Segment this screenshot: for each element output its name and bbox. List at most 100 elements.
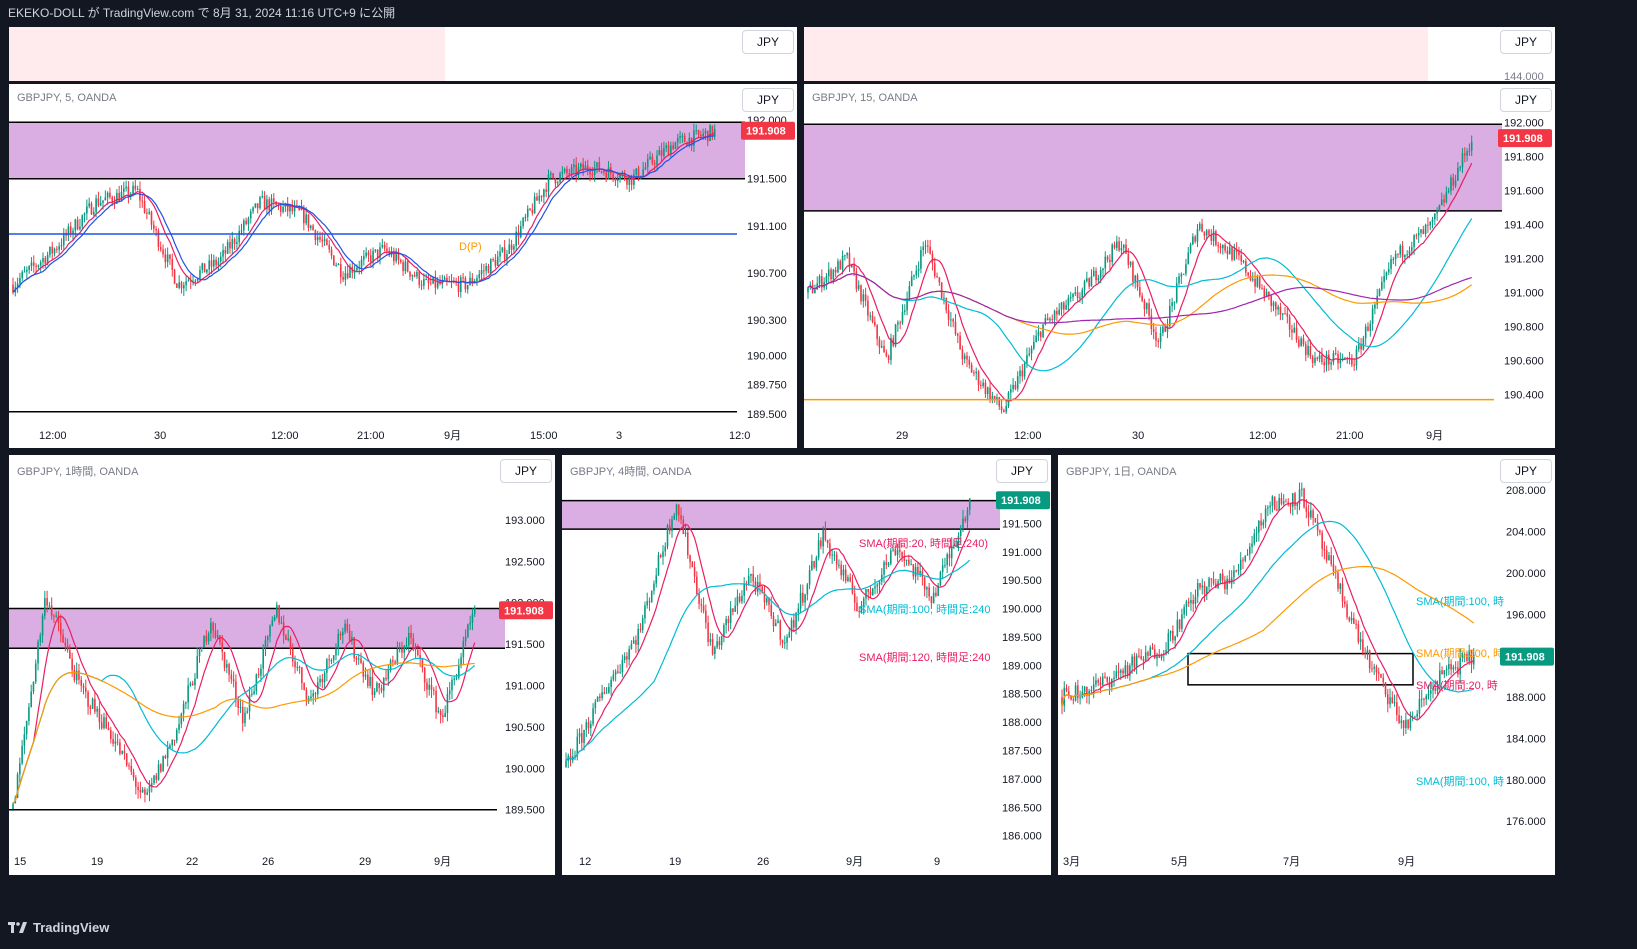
candle-body <box>198 649 201 656</box>
candle-body <box>612 173 614 179</box>
currency-button[interactable]: JPY <box>996 459 1048 483</box>
candle-body <box>458 664 460 678</box>
candle-body <box>187 280 190 282</box>
candle-body <box>675 504 678 516</box>
candle-body <box>1316 522 1319 531</box>
chart-svg[interactable]: SMA(期間:20, 時間足:240) SMA(期間:100, 時間足:240 SM… <box>562 455 1051 875</box>
candle-body <box>1454 180 1457 186</box>
sma-line-cyan <box>565 559 971 762</box>
candle-body <box>920 250 922 269</box>
candle-body <box>148 785 151 793</box>
candle-body <box>1386 694 1389 705</box>
candle-body <box>395 252 397 262</box>
candle-body <box>321 239 324 242</box>
candle-body <box>899 549 901 552</box>
candle-body <box>839 261 842 270</box>
candle-body <box>152 224 155 229</box>
candle-body <box>696 576 698 594</box>
candle-body <box>658 150 661 156</box>
y-axis-tick: 184.000 <box>1506 733 1546 745</box>
candle-body <box>1427 693 1430 696</box>
candle-body <box>203 263 206 273</box>
chart-svg[interactable]: SMA(期間:100, 時 SMA(期間:200, 時 SMA(期間:20, 時 SM… <box>1058 455 1555 875</box>
candle-body <box>73 670 76 681</box>
chart-panel-d1[interactable]: SMA(期間:100, 時 SMA(期間:200, 時 SMA(期間:20, 時 SM… <box>1058 455 1555 875</box>
candle-body <box>1133 656 1136 668</box>
candle-body <box>1122 670 1124 674</box>
candle-body <box>628 648 630 660</box>
candle-body <box>1155 332 1157 341</box>
candle-body <box>173 269 176 284</box>
candle-body <box>346 623 349 631</box>
currency-button[interactable]: JPY <box>742 30 794 54</box>
chart-svg[interactable]: 193.000192.500192.000191.500191.000190.5… <box>9 455 555 875</box>
candle-body <box>1445 669 1448 671</box>
currency-button[interactable]: JPY <box>500 459 552 483</box>
candle-body <box>224 250 227 254</box>
candle-body <box>1414 716 1416 718</box>
symbol-label: GBPJPY, 1時間, OANDA <box>17 466 139 478</box>
candle-body <box>515 231 517 247</box>
candle-body <box>1115 241 1118 248</box>
candle-body <box>1129 665 1131 676</box>
candle-body <box>114 741 117 744</box>
candle-body <box>1171 302 1173 307</box>
strip-panel-left: JPY <box>9 27 797 81</box>
currency-button[interactable]: JPY <box>1500 30 1552 54</box>
chart-panel-m5[interactable]: D(P) 192.000 191.500 191.100 190.700 190.300 1… <box>9 84 797 448</box>
chart-svg[interactable]: D(P)192.000191.500191.100190.700190.3001… <box>9 84 797 448</box>
candle-body <box>196 278 199 281</box>
candle-body <box>1392 259 1395 261</box>
candle-body <box>259 197 261 209</box>
candle-body <box>1353 364 1355 366</box>
chart-annotation: D(P) <box>459 241 482 253</box>
tradingview-logo[interactable]: TradingView <box>8 920 109 935</box>
candle-body <box>309 225 312 228</box>
candle-body <box>667 145 670 156</box>
candle-body <box>986 387 989 395</box>
x-axis-tick: 26 <box>757 856 769 868</box>
currency-button[interactable]: JPY <box>742 88 794 112</box>
chart-panel-m15[interactable]: 192.000 191.800 191.600 191.400 191.200 191.0… <box>804 84 1555 448</box>
price-label-box <box>499 601 553 620</box>
candle-body <box>623 656 626 661</box>
candle-body <box>261 195 264 198</box>
candle-body <box>53 248 56 254</box>
currency-button[interactable]: JPY <box>1500 88 1552 112</box>
candle-body <box>1325 354 1328 366</box>
candle-body <box>1158 655 1161 658</box>
candle-body <box>371 677 374 695</box>
candle-body <box>26 269 28 272</box>
candle-body <box>1079 297 1081 299</box>
candle-body <box>716 641 718 648</box>
chart-annotation: SMA(期間:100, 時間足:240 <box>859 603 990 616</box>
candle-body <box>1062 302 1065 310</box>
candle-body <box>316 682 319 695</box>
candle-body <box>1109 259 1111 263</box>
candle-body <box>278 605 280 623</box>
currency-button[interactable]: JPY <box>1500 459 1552 483</box>
candle-body <box>1416 713 1418 717</box>
candle-body <box>826 539 829 544</box>
candle-body <box>58 246 60 250</box>
chart-panel-h1[interactable]: 193.000192.500192.000191.500191.000190.5… <box>9 455 555 875</box>
candle-body <box>175 730 178 741</box>
candle-body <box>141 789 144 793</box>
candle-body <box>933 263 936 277</box>
candle-body <box>1466 654 1468 661</box>
candle-body <box>357 658 360 660</box>
candle-body <box>506 253 508 260</box>
candle-body <box>1251 543 1253 547</box>
candle-body <box>243 220 245 231</box>
candle-body <box>830 269 832 280</box>
chart-svg[interactable]: 192.000 191.800 191.600 191.400 191.200 191.0… <box>804 84 1555 448</box>
candle-body <box>39 635 42 642</box>
candle-body <box>894 549 897 555</box>
y-axis-tick: 190.500 <box>505 722 545 734</box>
chart-panel-h4[interactable]: SMA(期間:20, 時間足:240) SMA(期間:100, 時間足:240 SM… <box>562 455 1051 875</box>
candle-body <box>136 188 139 190</box>
candle-body <box>871 588 874 595</box>
candle-body <box>666 525 669 547</box>
candle-body <box>962 518 964 528</box>
candle-body <box>642 169 644 176</box>
